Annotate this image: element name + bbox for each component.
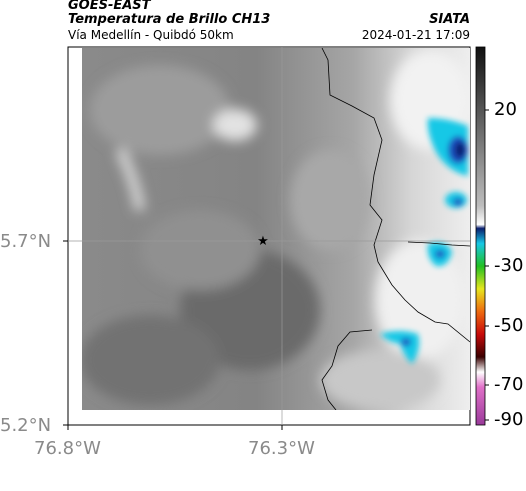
colorbar-tick-label: -30: [494, 255, 524, 276]
colorbar: [475, 46, 486, 426]
satellite-imagery: [82, 48, 470, 410]
colorbar-tick-label: -50: [494, 315, 524, 336]
region-subtitle: Vía Medellín - Quibdó 50km: [68, 28, 234, 42]
lon-tick-label: 76.8°W: [34, 438, 101, 459]
agency-label: SIATA: [429, 12, 470, 27]
colorbar-tick-label: -90: [494, 409, 524, 430]
satellite-title: GOES-EAST: [68, 0, 151, 13]
colorbar-tick-label: -70: [494, 374, 524, 395]
lon-tick-label: 76.3°W: [248, 438, 315, 459]
lat-tick-label: 5.7°N: [0, 231, 52, 252]
star-icon: ★: [257, 234, 269, 249]
datetime-label: 2024-01-21 17:09: [361, 28, 470, 42]
lat-tick-label: 5.2°N: [0, 415, 52, 436]
product-title: Temperatura de Brillo CH13: [68, 12, 271, 27]
colorbar-tick-label: 20: [494, 99, 517, 120]
